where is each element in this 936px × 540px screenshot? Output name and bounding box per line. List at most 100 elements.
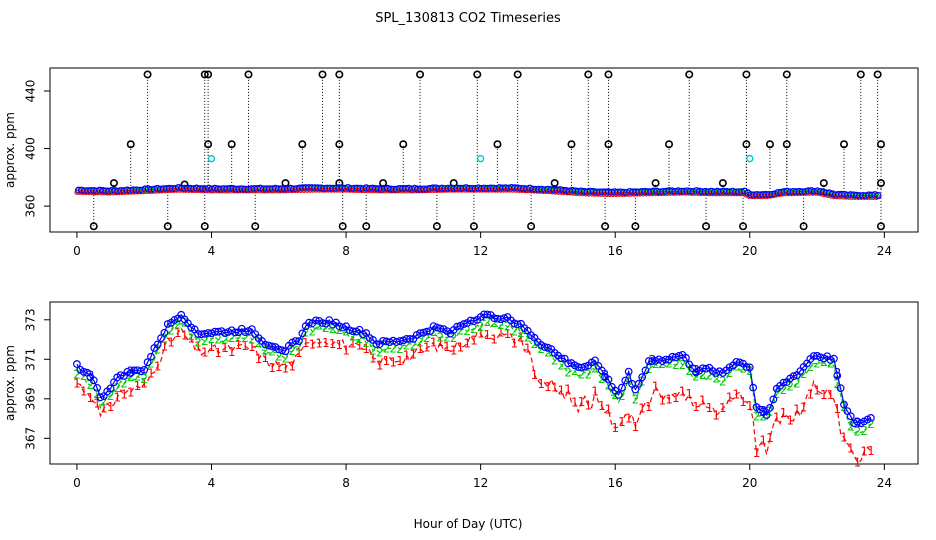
series3-point: [298, 329, 307, 338]
series2-label: 2: [719, 374, 727, 388]
series1-label: 1: [497, 326, 505, 340]
series2-label: 2: [140, 372, 148, 386]
series2-label: 2: [564, 366, 572, 380]
plot-frame-bottom: [49, 301, 919, 465]
outlier-low-point: [200, 222, 209, 231]
series1-label: 1: [470, 334, 478, 348]
series1-label: 1: [665, 392, 673, 406]
series3-point: [591, 356, 599, 365]
series1-label: 1: [584, 398, 592, 412]
outlier-near-point: [819, 179, 828, 188]
series1-label: 1: [315, 337, 323, 351]
series1-label: 1: [282, 361, 290, 375]
series3-point: [268, 342, 276, 351]
outlier-low-point: [631, 222, 640, 231]
series3-point: [766, 403, 774, 412]
series3-point: [338, 323, 347, 332]
series1-label: 1: [712, 408, 720, 422]
series1-label: 1: [127, 385, 135, 399]
series3-point: [769, 395, 778, 404]
series3-point: [833, 371, 842, 380]
series3-point: [79, 367, 88, 376]
series2-label: 2: [187, 329, 195, 343]
series1-label: 1: [625, 412, 633, 426]
series2-label: 2: [282, 351, 290, 365]
series1-point: [770, 193, 776, 199]
series2-label: 2: [692, 370, 700, 384]
series1-label: 1: [342, 343, 350, 357]
series1-label: 1: [611, 421, 619, 435]
series2-label: 2: [840, 400, 848, 414]
series3-label: 3: [759, 405, 767, 420]
series1-label: 1: [93, 397, 101, 411]
series2-label: 2: [632, 393, 640, 407]
series1-label: 1: [194, 340, 202, 354]
cyan-point: [476, 154, 485, 163]
series3-point: [779, 378, 788, 387]
series1-label: 1: [571, 395, 579, 409]
x-tick-label: 24: [877, 476, 892, 490]
series1-label: 1: [827, 388, 835, 402]
series1-label: 1: [147, 367, 155, 381]
series3-point: [742, 363, 751, 371]
x-tick-label: 16: [608, 244, 623, 258]
y-tick-label: 400: [24, 137, 38, 160]
series1-label: 1: [261, 351, 269, 365]
outlier-high-point: [416, 70, 425, 79]
y-tick-label: 360: [24, 195, 38, 218]
series3-point: [618, 383, 626, 392]
series3-point: [160, 328, 169, 337]
series3-point: [621, 376, 630, 385]
series1-label: 1: [477, 327, 485, 341]
series2-label: 2: [416, 336, 424, 350]
series1-label: 1: [510, 337, 518, 351]
series1-label: 1: [672, 391, 680, 405]
series1-label: 1: [719, 401, 727, 415]
series3-point: [638, 373, 647, 382]
series1-label: 1: [793, 402, 801, 416]
series3-point: [641, 366, 650, 375]
series2-line: [76, 318, 872, 434]
series1-label: 1: [167, 336, 175, 350]
series2-label: 2: [174, 318, 182, 332]
series1-label: 1: [134, 379, 142, 393]
series3-point: [631, 385, 640, 394]
outlier-high-point: [204, 70, 213, 79]
series2-label: 2: [685, 364, 693, 378]
series3-point: [675, 351, 684, 360]
series2-label: 2: [584, 367, 592, 381]
series2-label: 2: [598, 372, 606, 386]
series3-point: [116, 371, 125, 380]
series1-label: 1: [248, 340, 256, 354]
series3-point: [318, 319, 327, 327]
series1-label: 1: [268, 361, 276, 375]
outlier-mid-point: [227, 140, 236, 149]
series1-label: 1: [423, 341, 431, 355]
series3-point: [93, 383, 102, 392]
series3-point: [826, 355, 835, 364]
panel-top: approx. ppm 0 4 8 12 16 20 24 360 400 440: [3, 67, 919, 258]
series2-label: 2: [329, 322, 337, 336]
series1-label: 1: [457, 341, 465, 355]
series2-label: 2: [403, 338, 411, 352]
cyan-point: [746, 154, 754, 163]
series2-label: 2: [813, 357, 821, 371]
outlier-high-point: [244, 70, 253, 79]
outlier-mid-point: [399, 140, 408, 149]
series2-label: 2: [625, 371, 633, 385]
series3-point: [540, 343, 549, 351]
series2-label: 2: [80, 369, 88, 383]
outlier-mid-point: [876, 140, 885, 149]
series3-point: [749, 383, 758, 392]
series1-label: 1: [87, 391, 95, 405]
series1-label: 1: [450, 344, 458, 358]
series2-label: 2: [847, 420, 855, 434]
series1-label: 1: [867, 444, 875, 458]
series1-label: 1: [544, 380, 552, 394]
series2-label: 2: [753, 409, 761, 423]
series2-label: 2: [100, 395, 108, 409]
series2-label: 2: [309, 324, 317, 338]
